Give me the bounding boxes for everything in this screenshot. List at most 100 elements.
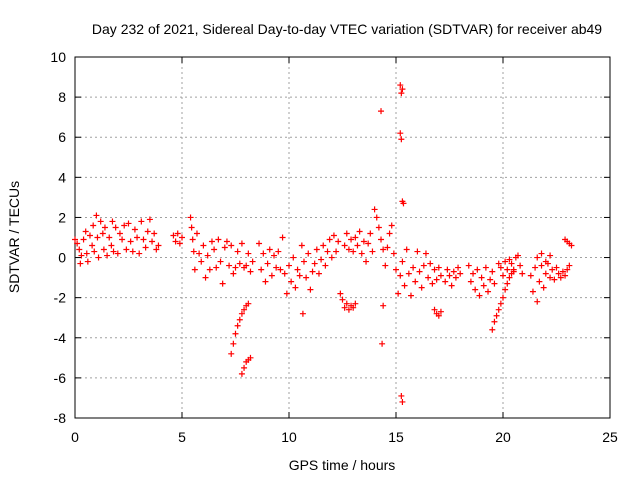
data-point [273,264,280,271]
data-point [553,264,560,271]
data-point [315,270,322,277]
data-point [78,252,85,259]
data-point [238,310,245,317]
data-point [234,248,241,255]
y-tick-label: 0 [58,250,66,266]
data-point [476,292,483,299]
plot-frame [74,56,611,419]
data-point [517,262,524,269]
data-point [397,82,404,89]
data-point [429,280,436,287]
data-point [288,278,295,285]
data-point [497,264,504,271]
data-point [238,240,245,247]
data-point [324,248,331,255]
data-point [465,262,472,269]
data-point [363,258,370,265]
data-point [448,282,455,289]
data-point [94,234,101,241]
data-point [333,248,340,255]
data-point [245,250,252,257]
data-point [114,250,121,257]
y-tick-label: 10 [50,49,66,65]
data-point [519,270,526,277]
data-point [352,234,359,241]
data-point [217,258,224,265]
data-point [534,254,541,261]
data-point [97,218,104,225]
data-point [215,236,222,243]
data-point [431,266,438,273]
data-point [527,272,534,279]
data-point [437,272,444,279]
data-point [202,274,209,281]
data-point [313,246,320,253]
chart-title: Day 232 of 2021, Sidereal Day-to-day VTE… [92,21,602,37]
y-tick-label: -2 [54,290,67,306]
data-point [416,268,423,275]
data-point [142,244,149,251]
data-point [378,236,385,243]
data-point [399,398,406,405]
data-point [345,306,352,313]
data-point [491,280,498,287]
data-point [318,256,325,263]
data-point [125,220,132,227]
data-point [489,326,496,333]
data-point [348,236,355,243]
data-point [414,248,421,255]
x-tick-label: 0 [71,429,79,445]
data-point [176,240,183,247]
data-point [491,318,498,325]
data-point [80,236,87,243]
data-point [427,260,434,267]
data-point [547,274,554,281]
data-point [211,246,218,253]
data-point [442,278,449,285]
data-point [506,274,513,281]
data-point [538,262,545,269]
data-point [106,234,113,241]
data-point [330,232,337,239]
data-point [549,266,556,273]
data-point [393,266,399,273]
data-point [502,286,509,293]
data-point [420,262,427,269]
data-point [108,242,115,249]
data-point [386,230,393,237]
data-point [140,236,147,243]
data-point [234,322,241,329]
data-point [352,300,359,307]
data-point [232,330,239,337]
data-point [258,266,265,273]
data-point [89,242,96,249]
data-point [335,238,342,245]
data-point [467,278,474,285]
data-point [410,264,417,271]
data-point [200,242,207,249]
y-tick-label: -6 [54,370,67,386]
data-point [110,248,117,255]
data-point [397,272,404,279]
data-point [322,262,329,269]
data-point [266,246,273,253]
data-point [435,264,442,271]
data-point [134,234,141,241]
data-point [500,294,506,301]
data-point [82,228,89,235]
data-point [196,250,203,257]
data-point [457,270,464,277]
data-point [290,254,297,261]
data-point [397,130,404,137]
data-point [300,258,307,265]
data-point [307,286,314,293]
data-point [83,250,90,257]
data-point [375,224,382,231]
data-point [228,350,235,357]
data-point [568,242,575,249]
data-point [478,274,485,281]
data-point [341,304,348,311]
data-point [371,206,378,213]
data-point [444,266,451,273]
